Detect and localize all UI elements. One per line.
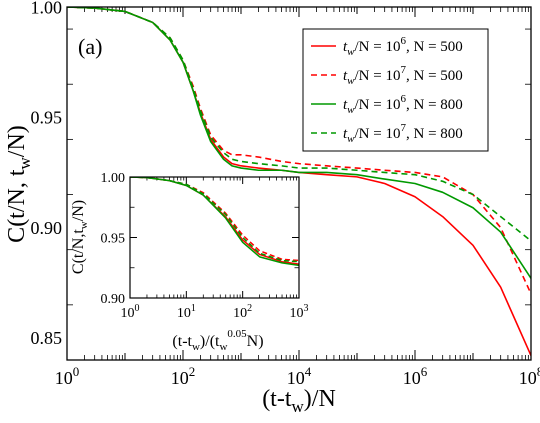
legend-label: tw/N = 106, N = 500	[343, 35, 463, 58]
legend-box	[302, 28, 489, 152]
legend-entry: tw/N = 106, N = 800	[311, 93, 463, 116]
y-tick-label: 0.90	[101, 292, 126, 307]
legend: tw/N = 106, N = 500 tw/N = 107, N = 500 …	[302, 28, 489, 152]
legend-label: tw/N = 106, N = 800	[343, 93, 463, 116]
x-tick-label: 100	[121, 303, 140, 321]
y-tick-label: 0.95	[31, 108, 63, 128]
x-tick-label: 101	[177, 303, 196, 321]
x-axis-label-sub: w	[292, 397, 305, 416]
y-tick-label: 0.85	[31, 328, 63, 348]
inset-series-group	[130, 177, 299, 267]
main-plot-frame	[66, 6, 532, 361]
main-plot: 100 102 104 106 108 0.85 0.90 0.95 1.00 (a) (t-t…	[4, 0, 540, 416]
x-tick-label: 104	[287, 364, 312, 388]
inset-background	[130, 177, 299, 298]
x-axis-label-tail: )/N	[304, 386, 336, 412]
inset-tick-labels: 100 101 102 103 0.90 0.95 1.00	[101, 171, 309, 321]
panel-label: (a)	[78, 34, 102, 59]
inset-x-axis-label: (t-tw)/(tw0.05N)	[172, 328, 263, 353]
y-axis-label: C(t/N, tw/N)	[4, 125, 34, 243]
inset-y-axis-label: C(t/N,tw/N)	[70, 200, 90, 274]
legend-label: tw/N = 107, N = 500	[343, 64, 463, 87]
series-line-3	[67, 7, 531, 279]
main-series-group	[67, 7, 531, 356]
y-tick-label: 1.00	[101, 171, 126, 186]
y-tick-label: 0.90	[31, 218, 63, 238]
x-tick-label: 108	[519, 364, 540, 388]
y-axis-label-main: C(t/N, t	[4, 169, 30, 243]
x-tick-label: 106	[403, 364, 428, 388]
x-axis-label: (t-tw)/N	[262, 386, 336, 416]
x-tick-label: 102	[171, 364, 196, 388]
legend-label: tw/N = 107, N = 800	[343, 122, 463, 145]
inset-plot-frame	[129, 176, 300, 299]
y-tick-label: 0.95	[101, 231, 126, 246]
y-tick-label: 1.00	[31, 0, 63, 17]
x-tick-label: 100	[55, 364, 80, 388]
main-tick-labels: 100 102 104 106 108 0.85 0.90 0.95 1.00	[31, 0, 540, 388]
x-axis-label-main: (t-t	[262, 386, 292, 412]
legend-entry: tw/N = 107, N = 800	[311, 122, 463, 145]
legend-entry: tw/N = 107, N = 500	[311, 64, 463, 87]
inset-plot: 100 101 102 103 0.90 0.95 1.00 (t-tw)/(tw0.05N…	[70, 171, 309, 353]
x-tick-label: 102	[233, 303, 252, 321]
x-tick-label: 103	[290, 303, 309, 321]
series-line-4	[67, 7, 531, 242]
legend-entry: tw/N = 106, N = 500	[311, 35, 463, 58]
y-axis-label-sub: w	[15, 156, 34, 169]
series-line-4	[130, 177, 299, 263]
y-axis-label-tail: /N)	[4, 125, 30, 157]
